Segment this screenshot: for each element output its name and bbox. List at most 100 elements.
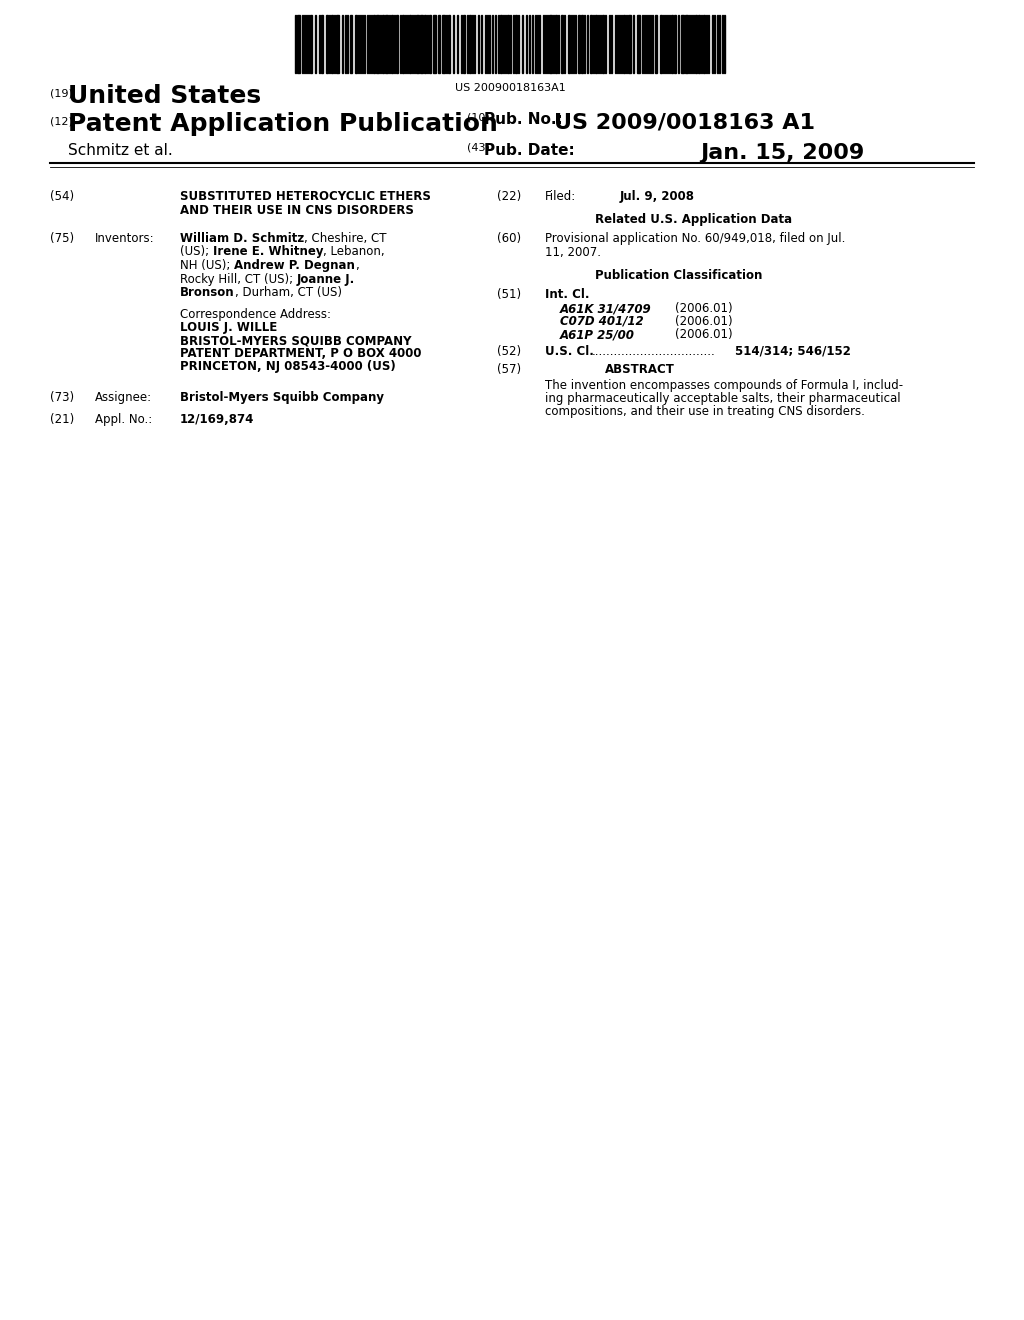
Text: Rocky Hill, CT (US);: Rocky Hill, CT (US);: [180, 272, 297, 285]
Bar: [698, 15, 700, 73]
Bar: [655, 15, 657, 73]
Text: SUBSTITUTED HETEROCYCLIC ETHERS: SUBSTITUTED HETEROCYCLIC ETHERS: [180, 190, 431, 203]
Text: (2006.01): (2006.01): [675, 315, 732, 327]
Bar: [549, 15, 552, 73]
Bar: [581, 15, 583, 73]
Text: Schmitz et al.: Schmitz et al.: [68, 143, 173, 158]
Bar: [355, 15, 357, 73]
Text: Andrew P. Degnan: Andrew P. Degnan: [234, 259, 355, 272]
Text: Publication Classification: Publication Classification: [595, 269, 763, 282]
Text: (2006.01): (2006.01): [675, 327, 732, 341]
Text: , Lebanon,: , Lebanon,: [324, 246, 385, 259]
Bar: [469, 15, 471, 73]
Text: A61K 31/4709: A61K 31/4709: [560, 302, 651, 315]
Text: A61P 25/00: A61P 25/00: [560, 327, 635, 341]
Bar: [674, 15, 676, 73]
Bar: [326, 15, 328, 73]
Text: (75): (75): [50, 232, 74, 246]
Text: Bronson: Bronson: [180, 286, 234, 300]
Text: Jan. 15, 2009: Jan. 15, 2009: [700, 143, 864, 162]
Text: .................................: .................................: [592, 345, 716, 358]
Text: Patent Application Publication: Patent Application Publication: [68, 112, 498, 136]
Text: Assignee:: Assignee:: [95, 391, 153, 404]
Text: Inventors:: Inventors:: [95, 232, 155, 246]
Bar: [376, 15, 379, 73]
Text: Irene E. Whitney: Irene E. Whitney: [213, 246, 324, 259]
Text: (57): (57): [497, 363, 521, 376]
Text: (21): (21): [50, 413, 75, 426]
Bar: [416, 15, 419, 73]
Text: (60): (60): [497, 232, 521, 246]
Bar: [515, 15, 517, 73]
Bar: [429, 15, 431, 73]
Text: (US);: (US);: [180, 246, 213, 259]
Text: Joanne J.: Joanne J.: [297, 272, 355, 285]
Bar: [681, 15, 684, 73]
Bar: [442, 15, 445, 73]
Text: (43): (43): [467, 143, 489, 153]
Bar: [420, 15, 423, 73]
Text: (22): (22): [497, 190, 521, 203]
Bar: [424, 15, 426, 73]
Bar: [433, 15, 436, 73]
Text: (73): (73): [50, 391, 74, 404]
Text: US 2009/0018163 A1: US 2009/0018163 A1: [554, 112, 815, 132]
Bar: [396, 15, 398, 73]
Text: Int. Cl.: Int. Cl.: [545, 288, 590, 301]
Text: Jul. 9, 2008: Jul. 9, 2008: [620, 190, 695, 203]
Bar: [409, 15, 411, 73]
Text: Provisional application No. 60/949,018, filed on Jul.: Provisional application No. 60/949,018, …: [545, 232, 846, 246]
Bar: [438, 15, 440, 73]
Text: Related U.S. Application Data: Related U.S. Application Data: [595, 213, 793, 226]
Text: United States: United States: [68, 84, 261, 108]
Text: , Cheshire, CT: , Cheshire, CT: [304, 232, 387, 246]
Text: (2006.01): (2006.01): [675, 302, 732, 315]
Text: Pub. Date:: Pub. Date:: [484, 143, 574, 158]
Bar: [568, 15, 570, 73]
Text: Appl. No.:: Appl. No.:: [95, 413, 153, 426]
Text: (12): (12): [50, 116, 73, 125]
Bar: [297, 15, 300, 73]
Text: compositions, and their use in treating CNS disorders.: compositions, and their use in treating …: [545, 405, 865, 418]
Text: (52): (52): [497, 345, 521, 358]
Text: 514/314; 546/152: 514/314; 546/152: [735, 345, 851, 358]
Text: Correspondence Address:: Correspondence Address:: [180, 308, 331, 321]
Text: BRISTOL-MYERS SQUIBB COMPANY: BRISTOL-MYERS SQUIBB COMPANY: [180, 334, 412, 347]
Text: (51): (51): [497, 288, 521, 301]
Text: (10): (10): [467, 112, 489, 121]
Text: US 20090018163A1: US 20090018163A1: [455, 83, 565, 92]
Bar: [695, 15, 697, 73]
Bar: [602, 15, 604, 73]
Text: 11, 2007.: 11, 2007.: [545, 246, 601, 259]
Bar: [373, 15, 375, 73]
Text: NH (US);: NH (US);: [180, 259, 234, 272]
Bar: [623, 15, 625, 73]
Bar: [628, 15, 631, 73]
Bar: [578, 15, 580, 73]
Text: Bristol-Myers Squibb Company: Bristol-Myers Squibb Company: [180, 391, 384, 404]
Bar: [500, 15, 502, 73]
Bar: [336, 15, 339, 73]
Bar: [402, 15, 404, 73]
Bar: [331, 15, 333, 73]
Text: LOUIS J. WILLE: LOUIS J. WILLE: [180, 321, 278, 334]
Text: William D. Schmitz: William D. Schmitz: [180, 232, 304, 246]
Bar: [595, 15, 597, 73]
Bar: [637, 15, 640, 73]
Bar: [463, 15, 465, 73]
Bar: [590, 15, 592, 73]
Text: C07D 401/12: C07D 401/12: [560, 315, 644, 327]
Bar: [703, 15, 705, 73]
Text: (19): (19): [50, 88, 73, 98]
Bar: [561, 15, 563, 73]
Text: , Durham, CT (US): , Durham, CT (US): [234, 286, 342, 300]
Text: ing pharmaceutically acceptable salts, their pharmaceutical: ing pharmaceutically acceptable salts, t…: [545, 392, 901, 405]
Bar: [310, 15, 312, 73]
Text: (54): (54): [50, 190, 74, 203]
Bar: [385, 15, 388, 73]
Bar: [507, 15, 509, 73]
Text: Filed:: Filed:: [545, 190, 577, 203]
Text: ,: ,: [355, 259, 358, 272]
Text: The invention encompasses compounds of Formula I, includ-: The invention encompasses compounds of F…: [545, 379, 903, 392]
Bar: [382, 15, 384, 73]
